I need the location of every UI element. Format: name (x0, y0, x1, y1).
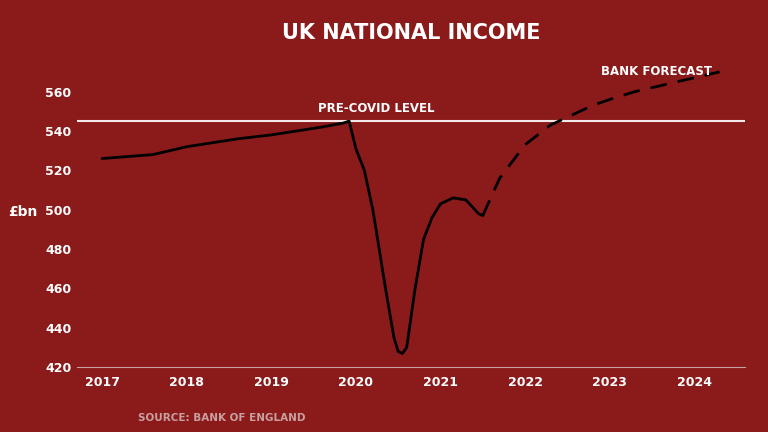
Text: SOURCE: BANK OF ENGLAND: SOURCE: BANK OF ENGLAND (138, 413, 306, 423)
Y-axis label: £bn: £bn (8, 205, 38, 219)
Text: BANK FORECAST: BANK FORECAST (601, 65, 712, 78)
Text: PRE-COVID LEVEL: PRE-COVID LEVEL (318, 102, 435, 115)
Title: UK NATIONAL INCOME: UK NATIONAL INCOME (282, 23, 540, 44)
